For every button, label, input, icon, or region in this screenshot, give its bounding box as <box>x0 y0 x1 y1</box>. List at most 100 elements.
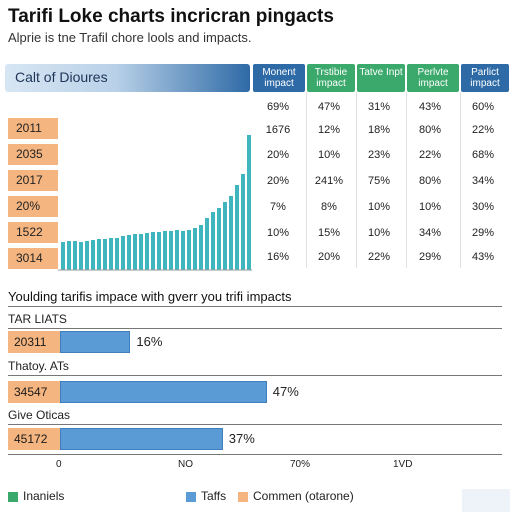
hbar-category-label: 20311 <box>8 331 60 353</box>
bar <box>103 239 107 270</box>
axis-line <box>8 454 502 455</box>
bar <box>247 135 251 270</box>
table-cell: 31% <box>367 101 391 113</box>
column-header-2: Trstibie impact <box>307 64 355 92</box>
bar <box>139 234 143 270</box>
year-label: 3014 <box>8 248 58 269</box>
table-cell: 20% <box>266 149 290 161</box>
table-cell: 10% <box>317 149 341 161</box>
bar <box>235 185 239 270</box>
table-cell: 12% <box>317 124 341 136</box>
bar <box>67 241 71 270</box>
bar <box>223 202 227 270</box>
bar <box>181 231 185 270</box>
bar <box>193 228 197 270</box>
table-cell: 10% <box>367 227 391 239</box>
bar <box>73 241 77 270</box>
year-label: 2035 <box>8 144 58 165</box>
table-cell: 20% <box>266 175 290 187</box>
table-cell: 241% <box>314 175 344 187</box>
bar <box>97 239 101 270</box>
column-header-1: Monent impact <box>253 64 305 92</box>
table-cell: 22% <box>418 149 442 161</box>
group-divider <box>8 375 502 376</box>
top-chart-header: Calt of Dioures <box>5 64 250 92</box>
year-label: 20% <box>8 196 58 217</box>
table-cell: 10% <box>418 201 442 213</box>
column-divider <box>460 92 461 268</box>
bar <box>91 240 95 270</box>
table-cell: 18% <box>367 124 391 136</box>
table-cell: 10% <box>367 201 391 213</box>
legend-item-2: Taffs <box>186 489 226 503</box>
bar <box>61 242 65 270</box>
table-cell: 34% <box>471 175 495 187</box>
bar <box>157 232 161 270</box>
bar <box>121 236 125 270</box>
legend-item-3: Commen (otarone) <box>238 489 354 503</box>
x-tick-label: NO <box>178 459 193 470</box>
table-cell: 69% <box>266 101 290 113</box>
hbar <box>60 381 267 403</box>
bar <box>217 208 221 270</box>
page-title: Tarifi Loke charts incricran pingacts <box>8 6 334 27</box>
hbar-value-label: 47% <box>272 384 299 399</box>
bar <box>205 218 209 270</box>
group-divider <box>8 424 502 425</box>
column-header-4: Perlvte impact <box>407 64 459 92</box>
top-bar-chart <box>58 135 252 271</box>
bar <box>127 235 131 270</box>
bar <box>199 225 203 270</box>
table-cell: 22% <box>367 251 391 263</box>
hbar-value-label: 16% <box>136 334 163 349</box>
bar <box>229 196 233 270</box>
table-cell: 47% <box>317 101 341 113</box>
table-cell: 43% <box>418 101 442 113</box>
bar <box>151 232 155 270</box>
column-divider <box>306 92 307 268</box>
bar <box>115 238 119 270</box>
table-cell: 30% <box>471 201 495 213</box>
table-cell: 7% <box>270 201 286 213</box>
hbar-category-label: 45172 <box>8 428 60 450</box>
table-cell: 80% <box>418 124 442 136</box>
section-divider <box>8 306 502 307</box>
table-cell: 80% <box>418 175 442 187</box>
page-subtitle: Alprie is tne Trafil chore lools and imp… <box>8 30 252 45</box>
table-cell: 43% <box>471 251 495 263</box>
table-cell: 22% <box>471 124 495 136</box>
hbar <box>60 428 223 450</box>
top-chart-title: Calt of Dioures <box>15 69 108 85</box>
bar <box>175 230 179 270</box>
group-divider <box>8 328 502 329</box>
bar <box>211 212 215 270</box>
table-cell: 8% <box>321 201 337 213</box>
group-heading: Give Oticas <box>8 408 71 422</box>
table-cell: 20% <box>317 251 341 263</box>
bar <box>163 231 167 270</box>
x-tick-label: 1VD <box>393 459 413 470</box>
bar <box>79 242 83 270</box>
table-cell: 1676 <box>265 124 291 136</box>
table-cell: 16% <box>266 251 290 263</box>
table-cell: 34% <box>418 227 442 239</box>
bar <box>241 174 245 270</box>
legend-swatch <box>8 491 18 502</box>
bottom-chart-title: Youlding tarifis impace with gverr you t… <box>8 289 292 304</box>
x-tick-label: 70% <box>290 459 311 470</box>
table-cell: 75% <box>367 175 391 187</box>
hbar-category-label: 34547 <box>8 381 60 403</box>
table-cell: 29% <box>418 251 442 263</box>
column-divider <box>406 92 407 268</box>
year-label: 2017 <box>8 170 58 191</box>
bar <box>145 233 149 270</box>
bar <box>85 241 89 270</box>
legend-swatch <box>186 491 196 502</box>
x-tick-label: 0 <box>56 459 62 470</box>
table-cell: 60% <box>471 101 495 113</box>
year-label: 2011 <box>8 118 58 139</box>
legend-swatch <box>238 491 248 502</box>
table-cell: 29% <box>471 227 495 239</box>
bar <box>109 238 113 270</box>
hbar-value-label: 37% <box>228 431 255 446</box>
